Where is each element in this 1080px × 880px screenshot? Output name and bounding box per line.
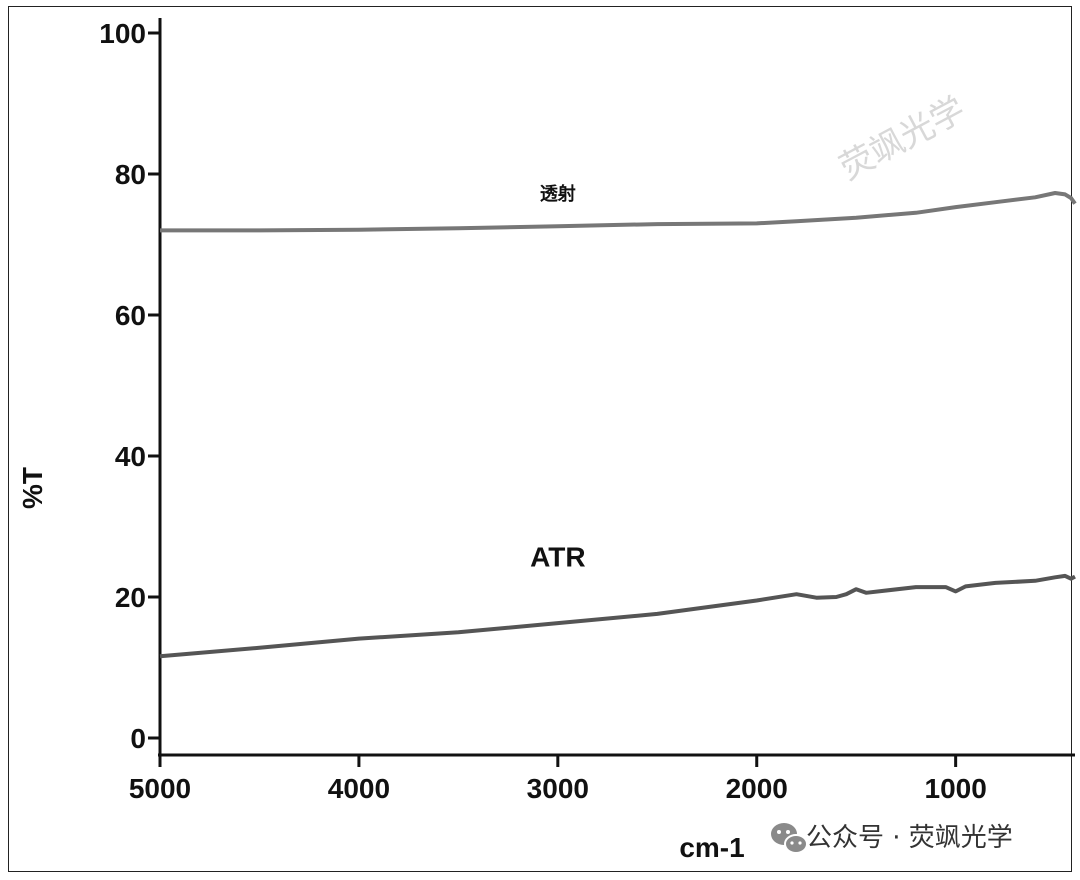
x-ticks: 5000 4000 3000 2000 1000 [129,755,987,804]
y-tick-label: 60 [115,300,146,331]
series-line-atr [159,573,1076,659]
x-axis-label: cm-1 [679,832,744,863]
x-tick-label: 2000 [726,773,788,804]
x-tick-label: 5000 [129,773,191,804]
x-tick-label: 1000 [925,773,987,804]
annotation-atr: ATR [530,542,585,573]
footer-text: 公众号 · 荧飒光学 [806,823,1013,853]
x-tick-label: 3000 [527,773,589,804]
y-tick-label: 0 [130,723,146,754]
watermark-text: 荧飒光学 [833,89,972,188]
x-tick-label: 4000 [328,773,390,804]
wechat-icon [771,823,808,854]
annotation-transmission: 透射 [540,183,576,204]
chart-frame [8,6,1072,872]
y-tick-label: 80 [115,159,146,190]
series-line-transmission [160,191,1077,233]
y-axis-label: %T [17,467,48,509]
y-tick-label: 20 [115,582,146,613]
y-tick-label: 100 [99,18,146,49]
y-ticks: 0 20 40 60 80 100 [99,18,160,754]
y-tick-label: 40 [115,441,146,472]
